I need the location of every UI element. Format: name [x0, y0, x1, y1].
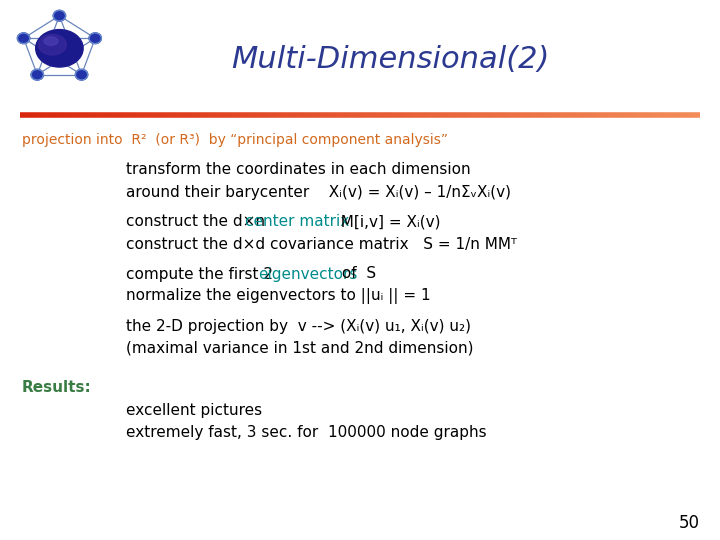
- Text: M[i,v] = Xᵢ(v): M[i,v] = Xᵢ(v): [330, 214, 440, 230]
- Text: compute the first 2: compute the first 2: [126, 267, 278, 281]
- Text: center matrix: center matrix: [245, 214, 349, 230]
- Text: normalize the eigenvectors to ||uᵢ || = 1: normalize the eigenvectors to ||uᵢ || = …: [126, 288, 431, 304]
- Circle shape: [53, 10, 66, 21]
- Ellipse shape: [44, 37, 58, 45]
- Circle shape: [17, 33, 30, 44]
- Text: Multi-Dimensional(2): Multi-Dimensional(2): [231, 45, 549, 75]
- Circle shape: [89, 33, 102, 44]
- Text: eigenvectors: eigenvectors: [258, 267, 357, 281]
- Text: extremely fast, 3 sec. for  100000 node graphs: extremely fast, 3 sec. for 100000 node g…: [126, 424, 487, 440]
- Text: the 2-D projection by  v --> (Xᵢ(v) u₁, Xᵢ(v) u₂): the 2-D projection by v --> (Xᵢ(v) u₁, X…: [126, 319, 471, 334]
- Text: 50: 50: [679, 514, 700, 532]
- Circle shape: [31, 69, 43, 80]
- Text: Results:: Results:: [22, 381, 91, 395]
- Text: projection into  R²  (or R³)  by “principal component analysis”: projection into R² (or R³) by “principal…: [22, 133, 448, 147]
- Text: excellent pictures: excellent pictures: [126, 402, 262, 417]
- Ellipse shape: [38, 35, 66, 55]
- Ellipse shape: [36, 30, 83, 67]
- Text: transform the coordinates in each dimension: transform the coordinates in each dimens…: [126, 163, 471, 178]
- Text: construct the d×n: construct the d×n: [126, 214, 270, 230]
- Text: around their barycenter    Xᵢ(v) = Xᵢ(v) – 1/nΣᵥXᵢ(v): around their barycenter Xᵢ(v) = Xᵢ(v) – …: [126, 185, 511, 199]
- Text: of  S: of S: [337, 267, 377, 281]
- Text: construct the d×d covariance matrix   S = 1/n MMᵀ: construct the d×d covariance matrix S = …: [126, 237, 517, 252]
- Circle shape: [76, 69, 88, 80]
- Text: (maximal variance in 1st and 2nd dimension): (maximal variance in 1st and 2nd dimensi…: [126, 341, 474, 355]
